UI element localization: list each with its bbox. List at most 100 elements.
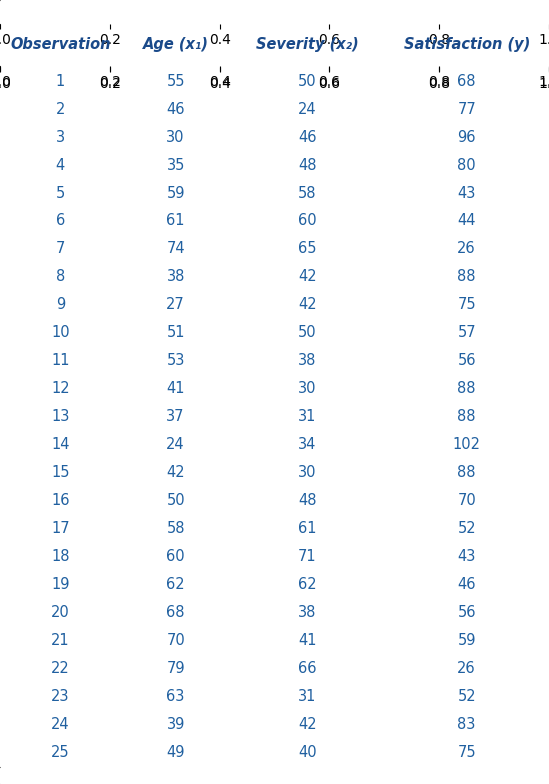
Text: 75: 75 [457, 297, 476, 313]
Text: Satisfaction (y): Satisfaction (y) [404, 37, 530, 52]
Text: 15: 15 [51, 466, 70, 481]
Text: 51: 51 [166, 325, 185, 340]
Text: 4: 4 [56, 158, 65, 172]
Text: 6: 6 [56, 213, 65, 228]
Text: 26: 26 [457, 661, 476, 677]
Text: 59: 59 [166, 186, 185, 201]
Text: 38: 38 [166, 270, 185, 285]
Text: 17: 17 [51, 521, 70, 536]
Text: Severity (x₂): Severity (x₂) [256, 37, 358, 52]
Text: 34: 34 [298, 437, 317, 452]
Text: 102: 102 [452, 437, 481, 452]
Text: 50: 50 [298, 325, 317, 340]
Text: 5: 5 [56, 186, 65, 201]
Text: 46: 46 [298, 129, 317, 144]
Text: 49: 49 [166, 746, 185, 760]
Text: 61: 61 [298, 521, 317, 536]
Text: 68: 68 [166, 605, 185, 620]
Text: 24: 24 [166, 437, 185, 452]
Text: 30: 30 [298, 466, 317, 481]
Text: 46: 46 [457, 577, 476, 593]
Text: 38: 38 [298, 354, 317, 368]
Text: 96: 96 [457, 129, 476, 144]
Text: 24: 24 [298, 102, 317, 117]
Text: 2: 2 [55, 102, 65, 117]
Text: 80: 80 [457, 158, 476, 172]
Text: Observation: Observation [10, 37, 111, 52]
Text: 8: 8 [56, 270, 65, 285]
Text: 74: 74 [166, 241, 185, 256]
Text: 58: 58 [298, 186, 317, 201]
Text: 43: 43 [457, 550, 476, 564]
Text: 35: 35 [166, 158, 185, 172]
Text: 62: 62 [166, 577, 185, 593]
Text: 12: 12 [51, 382, 70, 397]
Text: 61: 61 [166, 213, 185, 228]
Text: 63: 63 [166, 689, 185, 704]
Text: 57: 57 [457, 325, 476, 340]
Text: 48: 48 [298, 158, 317, 172]
Text: 59: 59 [457, 633, 476, 648]
Text: 48: 48 [298, 493, 317, 508]
Text: 68: 68 [457, 74, 476, 89]
Text: 42: 42 [298, 270, 317, 285]
Text: 14: 14 [51, 437, 70, 452]
Text: 9: 9 [56, 297, 65, 313]
Text: 70: 70 [166, 633, 185, 648]
Text: 66: 66 [298, 661, 317, 677]
Text: Age (x₁): Age (x₁) [143, 37, 209, 52]
Text: 42: 42 [298, 297, 317, 313]
Text: 50: 50 [166, 493, 185, 508]
Text: 24: 24 [51, 717, 70, 732]
Text: 65: 65 [298, 241, 317, 256]
Text: 3: 3 [56, 129, 65, 144]
Text: 83: 83 [457, 717, 476, 732]
Text: 41: 41 [298, 633, 317, 648]
Text: 16: 16 [51, 493, 70, 508]
Text: 58: 58 [166, 521, 185, 536]
Text: 43: 43 [457, 186, 476, 201]
Text: 19: 19 [51, 577, 70, 593]
Text: 53: 53 [166, 354, 185, 368]
Text: 56: 56 [457, 605, 476, 620]
Text: 46: 46 [166, 102, 185, 117]
Text: 41: 41 [166, 382, 185, 397]
Text: 25: 25 [51, 746, 70, 760]
Text: 10: 10 [51, 325, 70, 340]
Text: 13: 13 [51, 409, 70, 424]
Text: 75: 75 [457, 746, 476, 760]
Text: 44: 44 [457, 213, 476, 228]
Text: 60: 60 [166, 550, 185, 564]
Text: 88: 88 [457, 382, 476, 397]
Text: 31: 31 [298, 689, 317, 704]
Text: 88: 88 [457, 466, 476, 481]
Text: 31: 31 [298, 409, 317, 424]
Text: 50: 50 [298, 74, 317, 89]
Text: 52: 52 [457, 521, 476, 536]
Text: 55: 55 [166, 74, 185, 89]
Text: 20: 20 [51, 605, 70, 620]
Text: 62: 62 [298, 577, 317, 593]
Text: 7: 7 [55, 241, 65, 256]
Text: 42: 42 [298, 717, 317, 732]
Text: 42: 42 [166, 466, 185, 481]
Text: 30: 30 [298, 382, 317, 397]
Text: 21: 21 [51, 633, 70, 648]
Text: 30: 30 [166, 129, 185, 144]
Text: 38: 38 [298, 605, 317, 620]
Text: 23: 23 [51, 689, 70, 704]
Text: 37: 37 [166, 409, 185, 424]
Text: 1: 1 [56, 74, 65, 89]
Text: 79: 79 [166, 661, 185, 677]
Text: 26: 26 [457, 241, 476, 256]
Text: 77: 77 [457, 102, 476, 117]
Text: 70: 70 [457, 493, 476, 508]
Text: 52: 52 [457, 689, 476, 704]
Text: 27: 27 [166, 297, 185, 313]
Text: 88: 88 [457, 409, 476, 424]
Text: 60: 60 [298, 213, 317, 228]
Text: 22: 22 [51, 661, 70, 677]
Text: 71: 71 [298, 550, 317, 564]
Text: 18: 18 [51, 550, 70, 564]
Text: 88: 88 [457, 270, 476, 285]
